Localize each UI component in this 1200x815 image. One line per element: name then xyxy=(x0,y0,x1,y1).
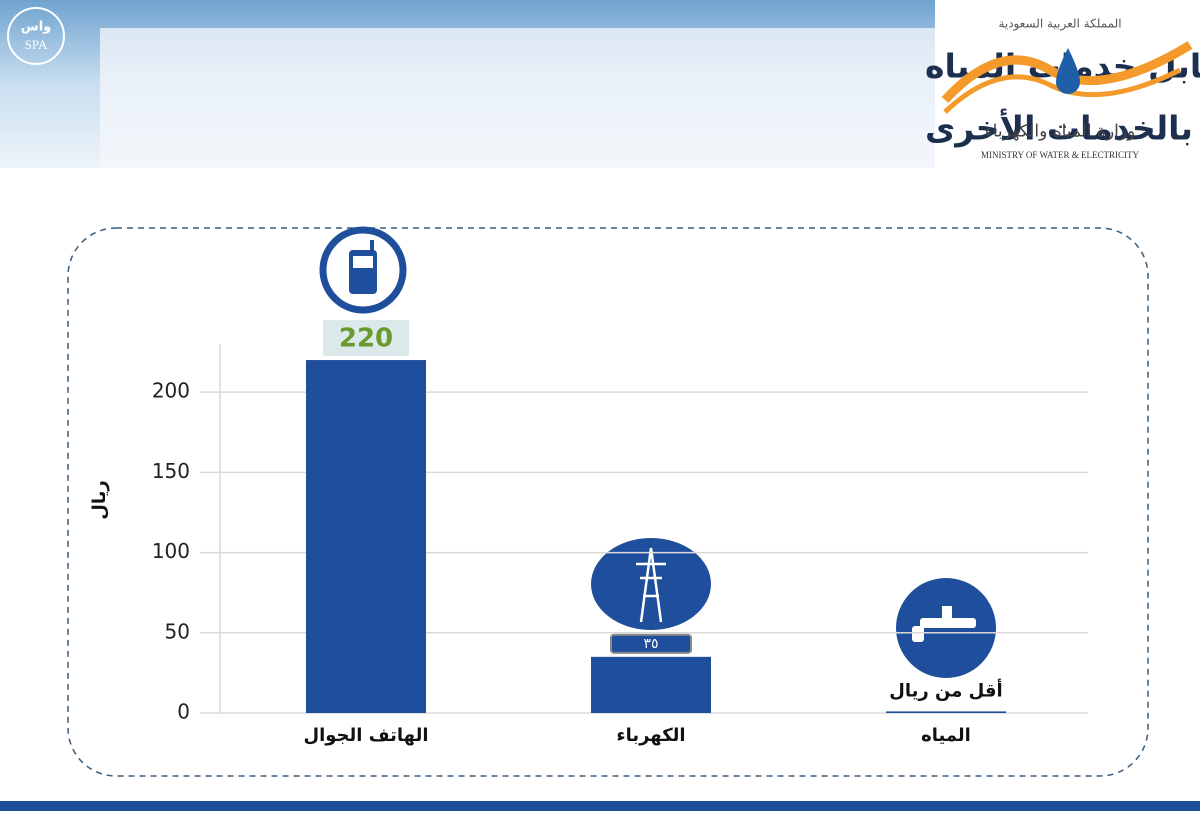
title-line: والصرف الصحي سنوياً مقارنة بالخدمات الأخ… xyxy=(925,104,1200,148)
agency-arabic: واس xyxy=(21,20,51,35)
bar xyxy=(306,360,426,713)
title-panel xyxy=(100,28,935,168)
agency-latin: SPA xyxy=(25,37,48,52)
value-label-box xyxy=(610,633,692,654)
y-tick-label: 150 xyxy=(152,459,190,483)
x-tick-label: الكهرباء xyxy=(616,725,685,746)
agency-logo xyxy=(7,7,65,65)
y-tick-label: 0 xyxy=(177,700,190,724)
tower-icon xyxy=(591,538,711,630)
x-tick-label: المياه xyxy=(921,725,971,746)
ministry-name: وزارة المياه والكهرباء xyxy=(985,122,1136,142)
footer-stripe xyxy=(0,801,1200,811)
phone-icon xyxy=(319,226,407,314)
ministry-kingdom: المملكة العربية السعودية xyxy=(998,17,1121,32)
logo-drop xyxy=(1056,48,1080,94)
y-tick-label: 200 xyxy=(152,379,190,403)
y-tick-label: 100 xyxy=(152,539,190,563)
y-tick-label: 50 xyxy=(165,619,190,643)
logo-wave xyxy=(943,67,1182,114)
value-label: أقل من ريال xyxy=(889,678,1002,701)
y-axis-label: ريال xyxy=(89,480,110,520)
bar xyxy=(591,656,711,713)
chart-frame xyxy=(67,227,1149,777)
x-tick-label: الهاتف الجوال xyxy=(303,725,428,746)
value-label-box xyxy=(323,320,409,357)
tap-icon xyxy=(896,578,996,678)
value-label: 220 xyxy=(339,324,393,354)
value-label: ٣٥ xyxy=(643,636,658,652)
logo-wave xyxy=(941,41,1193,104)
ministry-english: MINISTRY OF WATER & ELECTRICITY xyxy=(981,150,1140,160)
bar xyxy=(886,711,1006,713)
